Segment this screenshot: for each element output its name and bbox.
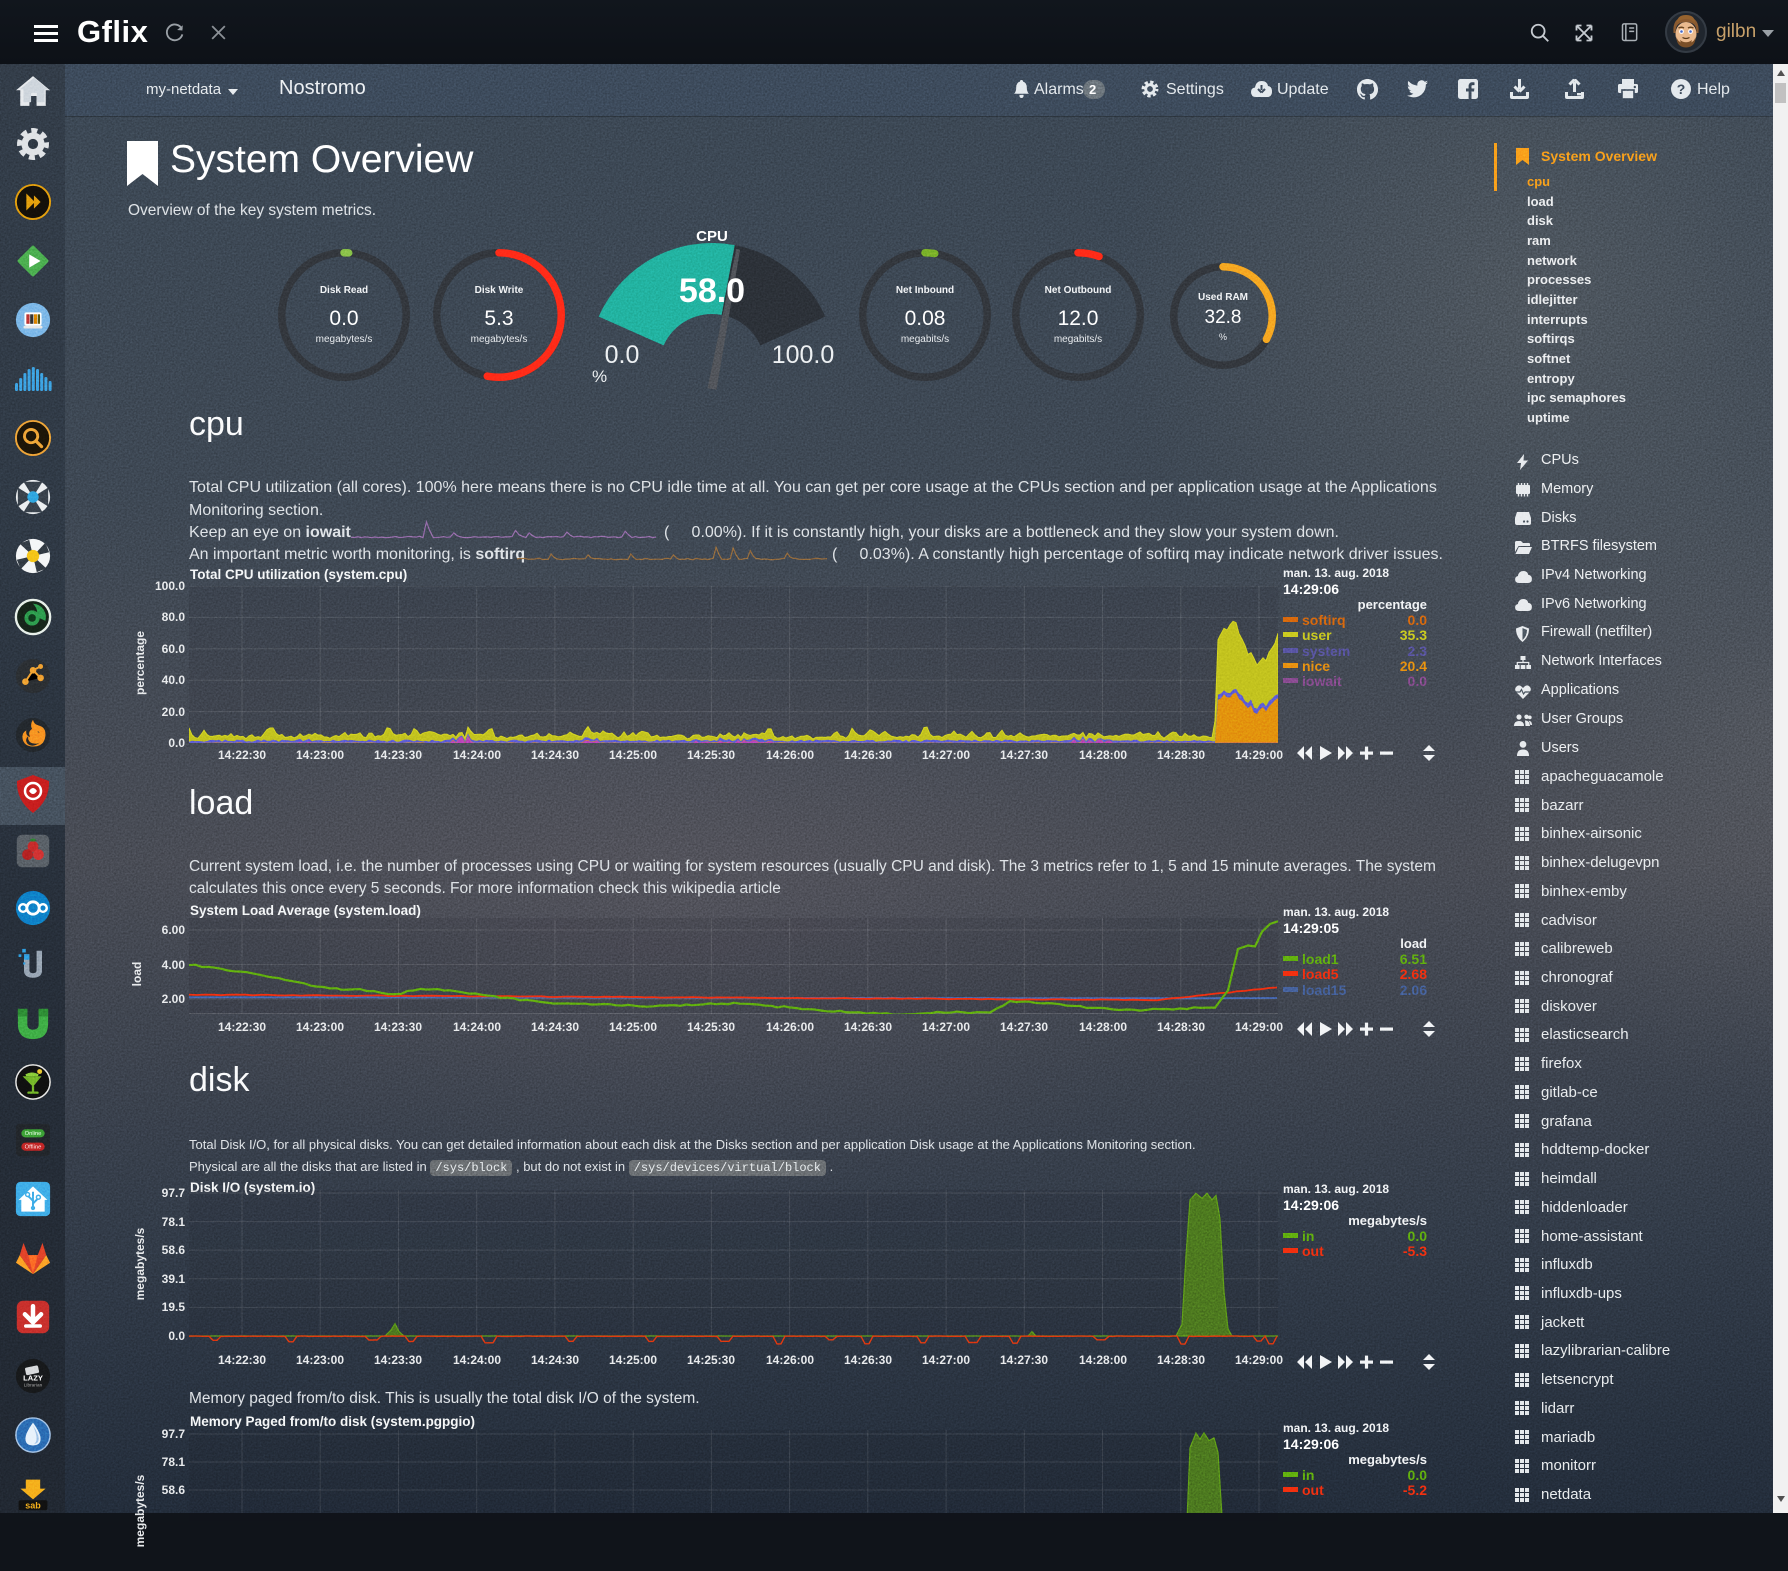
svg-text:?: ? bbox=[1677, 81, 1686, 97]
svg-text:LAZY: LAZY bbox=[23, 1373, 43, 1382]
svg-text:Librarian: Librarian bbox=[24, 1382, 43, 1388]
svg-text:Online: Online bbox=[25, 1131, 42, 1137]
svg-text:sab: sab bbox=[25, 1500, 41, 1510]
svg-text:Offline: Offline bbox=[25, 1145, 42, 1151]
